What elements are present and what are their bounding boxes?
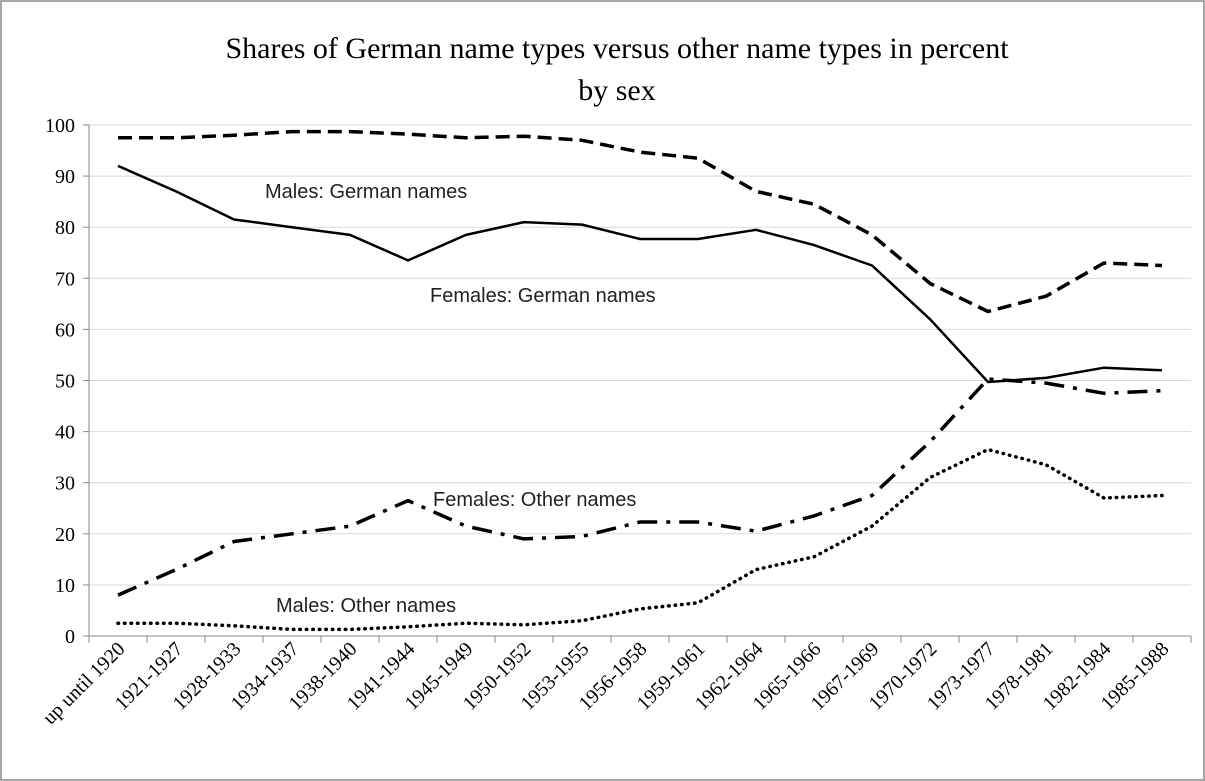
series-line bbox=[117, 377, 1163, 597]
series-label: Females: Other names bbox=[433, 489, 636, 511]
chart-title: Shares of German name types versus other… bbox=[225, 32, 1009, 65]
y-tick-label: 30 bbox=[55, 473, 75, 495]
y-tick-label: 40 bbox=[55, 422, 75, 444]
y-tick-label: 70 bbox=[55, 268, 75, 290]
series-line bbox=[118, 129, 1163, 314]
series-label: Males: Other names bbox=[276, 595, 456, 617]
series-label: Females: German names bbox=[430, 285, 656, 307]
y-tick-label: 10 bbox=[55, 575, 75, 597]
chart-title: by sex bbox=[578, 74, 656, 107]
y-tick-label: 100 bbox=[45, 115, 75, 137]
y-tick-label: 0 bbox=[65, 626, 75, 648]
y-tick-label: 60 bbox=[55, 319, 75, 341]
y-tick-label: 50 bbox=[55, 371, 75, 393]
y-tick-label: 80 bbox=[55, 217, 75, 239]
y-tick-label: 90 bbox=[55, 166, 75, 188]
series-line bbox=[116, 447, 1164, 632]
series-label: Males: German names bbox=[265, 181, 467, 203]
y-tick-label: 20 bbox=[55, 524, 75, 546]
series-line bbox=[117, 164, 1163, 384]
